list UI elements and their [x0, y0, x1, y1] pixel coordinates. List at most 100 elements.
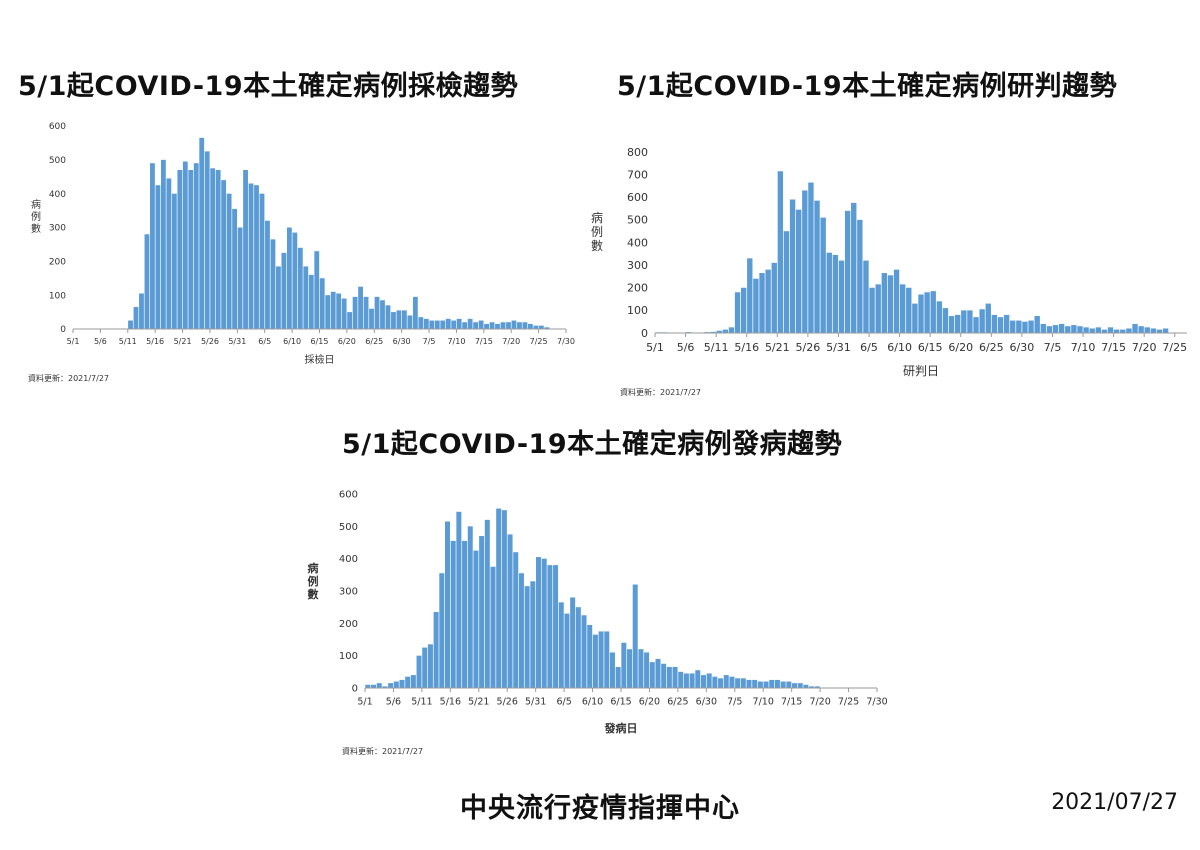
bar: [649, 662, 655, 688]
bar: [405, 676, 411, 688]
bar: [473, 550, 479, 688]
bar: [388, 683, 394, 688]
y-tick-label: 100: [49, 291, 66, 301]
x-tick-label: 5/6: [94, 337, 107, 346]
bar: [844, 210, 851, 333]
bar: [881, 273, 888, 333]
bar: [728, 327, 735, 333]
bar: [718, 678, 724, 688]
bar: [422, 647, 428, 688]
bar: [385, 305, 391, 329]
bar: [254, 185, 259, 329]
bar: [558, 602, 564, 688]
y-tick-label: 200: [627, 282, 648, 295]
bar: [961, 310, 967, 333]
bar: [518, 573, 524, 688]
bar: [401, 310, 407, 329]
bar: [215, 169, 221, 329]
bar: [270, 239, 276, 329]
x-tick-label: 6/10: [283, 337, 301, 346]
x-tick-label: 5/1: [357, 697, 372, 708]
bar: [292, 232, 298, 329]
x-tick-label: 5/26: [201, 337, 219, 346]
bar: [1040, 323, 1046, 333]
x-tick-label: 6/15: [610, 697, 631, 708]
bar: [399, 679, 405, 688]
bar: [753, 278, 759, 333]
bar: [924, 292, 930, 333]
bar: [746, 679, 752, 688]
bar: [1113, 329, 1120, 333]
bar: [462, 322, 468, 329]
y-tick-label: 400: [49, 190, 66, 200]
x-tick-label: 5/1: [67, 337, 80, 346]
bar: [710, 331, 716, 333]
organization-name: 中央流行疫情指揮中心: [460, 793, 740, 824]
bar: [440, 320, 446, 329]
bar: [1046, 326, 1053, 333]
bar: [863, 260, 869, 333]
bar: [204, 151, 210, 329]
x-tick-label: 5/21: [174, 337, 192, 346]
y-tick-label: 300: [627, 259, 648, 272]
bar: [489, 322, 495, 329]
x-tick-label: 7/25: [838, 697, 859, 708]
x-tick-label: 5/11: [704, 341, 729, 354]
bar: [533, 325, 539, 329]
bar: [511, 320, 517, 329]
bar: [747, 258, 753, 333]
bar: [429, 320, 435, 329]
bar: [706, 673, 712, 688]
title-sampling-trend: 5/1起COVID-19本土確定病例採檢趨勢: [18, 71, 519, 102]
bar: [308, 274, 314, 329]
bar: [869, 287, 875, 333]
bar: [918, 294, 924, 333]
bar: [1034, 316, 1040, 333]
bar: [391, 312, 396, 329]
bar: [1016, 320, 1022, 333]
x-tick-label: 6/25: [667, 697, 688, 708]
bar: [467, 318, 473, 329]
y-tick-label: 0: [352, 684, 358, 695]
bar: [792, 683, 798, 688]
bar: [376, 683, 382, 688]
bar: [735, 678, 741, 688]
bar: [621, 642, 627, 688]
bar: [672, 666, 678, 688]
y-tick-label: 100: [339, 651, 358, 662]
bar: [265, 220, 270, 329]
bar: [564, 613, 570, 688]
bar: [380, 300, 385, 329]
bar: [740, 287, 747, 333]
x-tick-label: 6/20: [338, 337, 356, 346]
x-axis-label: 研判日: [903, 364, 939, 378]
bar: [325, 295, 331, 329]
bar: [456, 511, 462, 688]
bar: [789, 199, 796, 333]
bar: [243, 169, 248, 329]
bar: [369, 308, 374, 329]
bar: [407, 315, 413, 329]
bar: [997, 317, 1004, 333]
y-tick-label: 600: [627, 191, 648, 204]
bar: [427, 644, 433, 688]
bar: [248, 183, 254, 329]
bar: [763, 681, 769, 688]
y-tick-label: 800: [627, 146, 648, 159]
bar: [592, 634, 598, 688]
x-tick-label: 6/10: [887, 341, 912, 354]
bar: [1022, 321, 1028, 333]
bar: [912, 303, 918, 333]
bar: [506, 322, 511, 329]
bar: [893, 269, 900, 333]
bar: [695, 670, 701, 688]
bar: [1083, 327, 1089, 333]
bar: [942, 308, 949, 333]
bar: [495, 323, 500, 329]
bar: [423, 318, 429, 329]
y-tick-label: 0: [60, 325, 66, 335]
bar: [729, 676, 735, 688]
x-tick-label: 7/20: [809, 697, 830, 708]
bar: [771, 262, 777, 333]
bar: [723, 675, 729, 688]
